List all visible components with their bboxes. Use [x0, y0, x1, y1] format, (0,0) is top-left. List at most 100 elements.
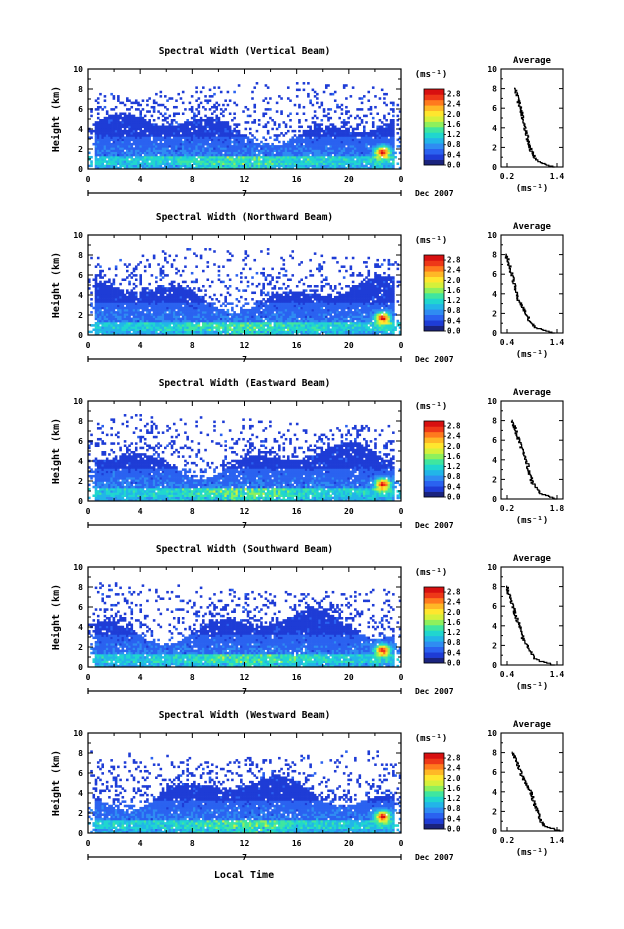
colorbar-tick-label: 1.6 — [447, 120, 461, 129]
average-y-tick-label: 8 — [492, 85, 497, 94]
heatmap-cell — [226, 127, 230, 131]
heatmap-cell — [137, 125, 140, 129]
heatmap-cell — [244, 158, 248, 161]
heatmap-cell — [327, 142, 330, 146]
heatmap-cell — [356, 127, 359, 131]
heatmap-cell — [99, 317, 102, 321]
heatmap-cell — [150, 145, 154, 148]
heatmap-cell — [143, 123, 147, 126]
heatmap-cell — [121, 311, 125, 314]
heatmap-cell — [333, 319, 337, 323]
heatmap-cell — [327, 125, 330, 129]
heatmap-cell — [282, 134, 286, 137]
heatmap-cell — [244, 151, 248, 155]
heatmap-cell — [219, 321, 223, 325]
heatmap-cell — [184, 127, 187, 131]
heatmap-cell — [244, 149, 248, 152]
heatmap-cell — [132, 160, 136, 163]
heatmap-cell — [130, 332, 134, 336]
heatmap-cell — [208, 317, 212, 321]
heatmap-cell — [269, 108, 272, 111]
heatmap-cell — [210, 95, 214, 98]
heatmap-cell — [117, 162, 120, 166]
heatmap-cell — [181, 321, 185, 325]
colorbar-swatch — [424, 89, 444, 95]
heatmap-cell — [371, 304, 375, 308]
heatmap-cell — [161, 145, 165, 148]
heatmap-cell — [385, 92, 388, 96]
heatmap-cell — [309, 145, 312, 148]
heatmap-cell — [260, 315, 263, 318]
heatmap-cell — [141, 166, 145, 170]
heatmap-cell — [197, 328, 201, 332]
heatmap-cell — [387, 313, 391, 316]
heatmap-cell — [336, 149, 339, 152]
heatmap-cell — [340, 317, 344, 321]
heatmap-cell — [378, 140, 382, 144]
heatmap-cell — [371, 134, 375, 137]
heatmap-cell — [318, 147, 321, 150]
heatmap-cell — [387, 166, 391, 170]
heatmap-cell — [275, 328, 279, 332]
heatmap-cell — [300, 134, 303, 137]
heatmap-cell — [309, 160, 312, 163]
heatmap-cell — [302, 319, 306, 323]
heatmap-cell — [193, 324, 196, 327]
heatmap-cell — [161, 321, 165, 325]
heatmap-cell — [313, 153, 317, 157]
heatmap-cell — [108, 116, 111, 120]
heatmap-cell — [210, 145, 214, 148]
heatmap-cell — [170, 319, 174, 323]
heatmap-cell — [264, 108, 268, 111]
heatmap-cell — [271, 142, 274, 146]
heatmap-cell — [134, 313, 138, 316]
heatmap-cell — [204, 149, 207, 152]
heatmap-cell — [199, 328, 203, 332]
heatmap-cell — [164, 162, 167, 166]
heatmap-cell — [94, 147, 98, 150]
heatmap-cell — [244, 164, 248, 168]
heatmap-cell — [376, 158, 379, 161]
heatmap-cell — [293, 140, 297, 144]
heatmap-cell — [177, 123, 181, 126]
heatmap-cell — [318, 125, 321, 129]
heatmap-cell — [159, 166, 163, 170]
heatmap-cell — [114, 138, 118, 142]
heatmap-cell — [193, 317, 196, 321]
heatmap-cell — [170, 138, 174, 142]
heatmap-cell — [233, 315, 236, 318]
heatmap-cell — [197, 151, 201, 155]
heatmap-cell — [322, 153, 326, 157]
heatmap-cell — [246, 158, 250, 161]
heatmap-cell — [327, 112, 330, 116]
heatmap-cell — [246, 138, 250, 142]
heatmap-cell — [367, 155, 371, 159]
heatmap-cell — [311, 324, 315, 327]
average-y-tick-label: 6 — [492, 104, 497, 113]
heatmap-cell — [184, 304, 187, 308]
heatmap-cell — [367, 311, 371, 314]
heatmap-cell — [302, 138, 306, 142]
heatmap-cell — [101, 321, 104, 325]
heatmap-cell — [318, 319, 321, 323]
heatmap-cell — [161, 160, 165, 163]
heatmap-cell — [295, 332, 299, 336]
heatmap-cell — [298, 311, 301, 314]
heatmap-cell — [96, 304, 100, 308]
heatmap-cell — [233, 160, 236, 163]
heatmap-cell — [206, 140, 210, 144]
colorbar-swatch — [424, 116, 444, 122]
heatmap-cell — [94, 127, 98, 131]
heatmap-cell — [199, 302, 203, 305]
heatmap-cell — [338, 142, 341, 146]
heatmap-cell — [253, 311, 257, 314]
heatmap-cell — [222, 328, 225, 332]
heatmap-cell — [164, 136, 167, 139]
colorbar-swatch — [424, 137, 444, 144]
heatmap-cell — [253, 103, 257, 107]
heatmap-cell — [175, 319, 178, 323]
heatmap-cell — [275, 313, 279, 316]
heatmap-cell — [378, 147, 382, 150]
heatmap-cell — [320, 151, 324, 155]
heatmap-cell — [184, 332, 187, 336]
